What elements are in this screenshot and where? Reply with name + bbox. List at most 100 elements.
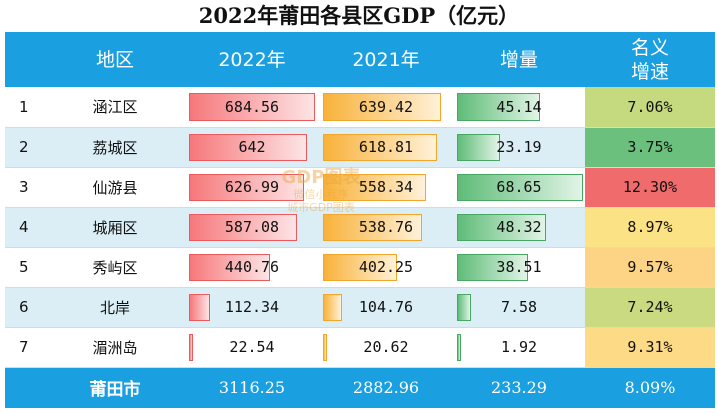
gdp-2022-value: 22.54 bbox=[229, 338, 275, 356]
total-growth-rate: 8.09% bbox=[585, 367, 715, 408]
header-2021: 2021年 bbox=[319, 32, 453, 87]
gdp-2022-value: 684.56 bbox=[224, 97, 280, 116]
increase-bar bbox=[457, 133, 500, 161]
gdp-2021-bar bbox=[323, 133, 437, 161]
increase-cell: 7.58 bbox=[453, 287, 585, 328]
gdp-2021-value: 618.81 bbox=[358, 138, 414, 156]
row-index: 4 bbox=[5, 207, 45, 248]
row-index: 3 bbox=[5, 167, 45, 208]
increase-value: 23.19 bbox=[496, 138, 542, 156]
region-name: 北岸 bbox=[45, 287, 185, 328]
gdp-2021-cell: 538.76 bbox=[319, 207, 453, 248]
growth-rate: 9.31% bbox=[585, 327, 715, 368]
gdp-2021-value: 558.34 bbox=[358, 178, 414, 196]
region-name: 城厢区 bbox=[45, 207, 185, 248]
gdp-2021-bar bbox=[323, 213, 423, 241]
gdp-2022-cell: 587.08 bbox=[185, 207, 319, 248]
table-row: 1 涵江区 684.56 639.42 45.14 7.06% bbox=[5, 87, 715, 128]
chart-title: 2022年莆田各县区GDP（亿元） bbox=[198, 3, 520, 28]
growth-rate: 3.75% bbox=[585, 127, 715, 168]
growth-rate: 9.57% bbox=[585, 247, 715, 288]
gdp-2022-bar bbox=[189, 133, 308, 161]
increase-cell: 45.14 bbox=[453, 87, 585, 128]
total-2022: 3116.25 bbox=[185, 367, 319, 408]
gdp-2022-cell: 112.34 bbox=[185, 287, 319, 328]
table-row: 4 城厢区 587.08 538.76 48.32 8.97% bbox=[5, 207, 715, 248]
row-index: 6 bbox=[5, 287, 45, 328]
increase-bar bbox=[457, 213, 546, 241]
watermark-logo: GDP图表 bbox=[281, 167, 361, 188]
increase-bar bbox=[457, 173, 583, 201]
table-row: 2 荔城区 642 618.81 23.19 3.75% bbox=[5, 127, 715, 168]
watermark: GDP图表 微信小程序 城市GDP图表 bbox=[276, 167, 366, 215]
gdp-2021-cell: 20.62 bbox=[319, 327, 453, 368]
gdp-2021-cell: 402.25 bbox=[319, 247, 453, 288]
header-2022: 2022年 bbox=[185, 32, 319, 87]
gdp-2022-cell: 626.99 bbox=[185, 167, 319, 208]
increase-cell: 23.19 bbox=[453, 127, 585, 168]
gdp-2021-bar bbox=[323, 293, 343, 321]
row-index: 5 bbox=[5, 247, 45, 288]
gdp-table: 地区 2022年 2021年 增量 名义 增速 1 涵江区 684.56 639.42… bbox=[5, 32, 715, 408]
increase-value: 48.32 bbox=[496, 218, 542, 236]
increase-value: 68.65 bbox=[496, 178, 542, 196]
gdp-2022-value: 112.34 bbox=[224, 298, 280, 316]
gdp-2022-value: 626.99 bbox=[224, 178, 280, 196]
gdp-2022-bar bbox=[189, 253, 271, 281]
watermark-line1: 微信小程序 bbox=[293, 188, 349, 201]
row-index: 2 bbox=[5, 127, 45, 168]
region-name: 秀屿区 bbox=[45, 247, 185, 288]
total-index bbox=[5, 367, 45, 408]
gdp-2021-bar bbox=[323, 173, 426, 201]
header-growth-rate: 名义 增速 bbox=[585, 32, 715, 87]
header-index bbox=[5, 32, 45, 87]
total-region: 莆田市 bbox=[45, 367, 185, 408]
gdp-2022-cell: 440.76 bbox=[185, 247, 319, 288]
gdp-2022-bar bbox=[189, 293, 210, 321]
gdp-2022-bar bbox=[189, 333, 194, 361]
header-increase: 增量 bbox=[453, 32, 585, 87]
row-index: 1 bbox=[5, 87, 45, 128]
increase-bar bbox=[457, 333, 461, 361]
gdp-2021-cell: 639.42 bbox=[319, 87, 453, 128]
gdp-2022-bar bbox=[189, 213, 298, 241]
region-name: 涵江区 bbox=[45, 87, 185, 128]
increase-bar bbox=[457, 253, 528, 281]
header-row: 地区 2022年 2021年 增量 名义 增速 bbox=[5, 32, 715, 87]
increase-cell: 68.65 bbox=[453, 167, 585, 208]
header-region: 地区 bbox=[45, 32, 185, 87]
gdp-2022-bar bbox=[189, 173, 305, 201]
gdp-2021-bar bbox=[323, 253, 398, 281]
gdp-2021-cell: 104.76 bbox=[319, 287, 453, 328]
gdp-2022-value: 642 bbox=[238, 138, 266, 156]
gdp-2021-value: 639.42 bbox=[358, 97, 414, 116]
gdp-2022-value: 587.08 bbox=[224, 218, 280, 236]
increase-cell: 48.32 bbox=[453, 207, 585, 248]
increase-bar bbox=[457, 293, 471, 321]
table-row: 6 北岸 112.34 104.76 7.58 7.24% bbox=[5, 287, 715, 328]
increase-value: 45.14 bbox=[496, 97, 542, 116]
increase-cell: 1.92 bbox=[453, 327, 585, 368]
increase-cell: 38.51 bbox=[453, 247, 585, 288]
region-name: 仙游县 bbox=[45, 167, 185, 208]
table-row: 7 湄洲岛 22.54 20.62 1.92 9.31% bbox=[5, 327, 715, 368]
row-index: 7 bbox=[5, 327, 45, 368]
total-2021: 2882.96 bbox=[319, 367, 453, 408]
gdp-2021-value: 104.76 bbox=[358, 298, 414, 316]
region-name: 湄洲岛 bbox=[45, 327, 185, 368]
gdp-2021-bar bbox=[323, 333, 327, 361]
gdp-2021-bar bbox=[323, 93, 441, 121]
gdp-2021-value: 20.62 bbox=[363, 338, 409, 356]
increase-value: 1.92 bbox=[500, 338, 538, 356]
gdp-2022-cell: 642 bbox=[185, 127, 319, 168]
gdp-2022-bar bbox=[189, 93, 315, 121]
gdp-2022-value: 440.76 bbox=[224, 258, 280, 276]
gdp-2021-cell: 618.81 bbox=[319, 127, 453, 168]
increase-bar bbox=[457, 93, 540, 121]
gdp-2021-value: 538.76 bbox=[358, 218, 414, 236]
increase-value: 7.58 bbox=[500, 298, 538, 316]
growth-rate: 12.30% bbox=[585, 167, 715, 208]
total-row: 莆田市 3116.25 2882.96 233.29 8.09% bbox=[5, 367, 715, 408]
increase-value: 38.51 bbox=[496, 258, 542, 276]
watermark-line2: 城市GDP图表 bbox=[287, 201, 355, 214]
